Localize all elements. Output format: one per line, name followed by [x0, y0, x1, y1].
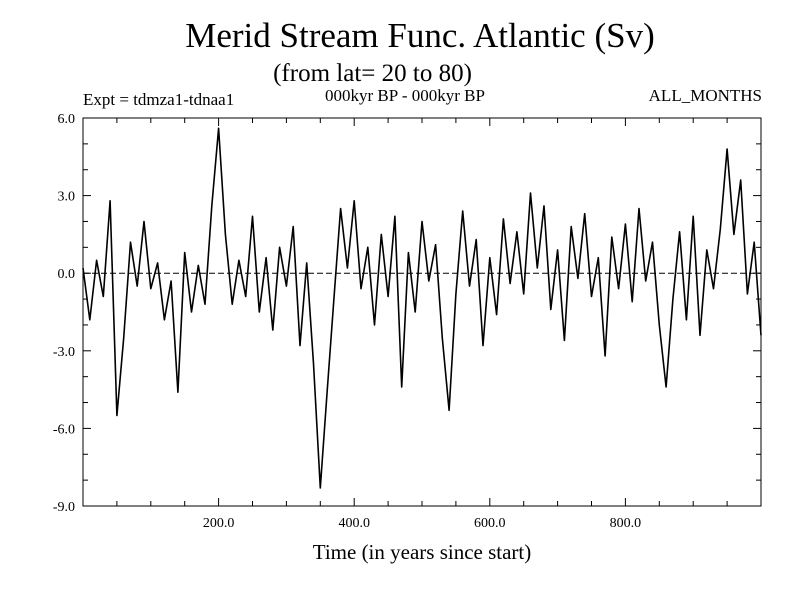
chart-title: Merid Stream Func. Atlantic (Sv)	[185, 16, 655, 55]
x-tick-label: 800.0	[610, 516, 642, 531]
months-label: ALL_MONTHS	[648, 86, 762, 105]
y-tick-label: -6.0	[53, 422, 75, 437]
y-tick-label: 6.0	[58, 112, 76, 127]
y-tick-label: 3.0	[58, 190, 76, 205]
x-tick-label: 200.0	[203, 516, 235, 531]
period-label: 000kyr BP - 000kyr BP	[325, 86, 485, 105]
plot-frame	[82, 117, 762, 507]
y-tick-label: 0.0	[58, 267, 76, 282]
series-line	[82, 127, 762, 489]
x-tick-label: 600.0	[474, 516, 506, 531]
x-axis-label: Time (in years since start)	[312, 540, 532, 564]
y-tick-label: -9.0	[53, 500, 75, 515]
chart-subtitle: (from lat= 20 to 80)	[273, 60, 472, 87]
experiment-label: Expt = tdmza1-tdnaa1	[83, 90, 235, 109]
x-tick-label: 400.0	[338, 516, 370, 531]
y-tick-label: -3.0	[53, 345, 75, 360]
